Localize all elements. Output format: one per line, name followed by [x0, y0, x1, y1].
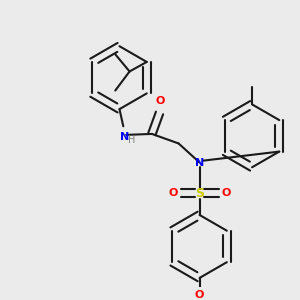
- Text: O: O: [156, 96, 165, 106]
- Text: O: O: [195, 290, 204, 300]
- Text: O: O: [222, 188, 231, 198]
- Text: H: H: [128, 135, 136, 145]
- Text: N: N: [195, 158, 204, 167]
- Text: O: O: [168, 188, 178, 198]
- Text: N: N: [120, 132, 129, 142]
- Text: S: S: [195, 187, 204, 200]
